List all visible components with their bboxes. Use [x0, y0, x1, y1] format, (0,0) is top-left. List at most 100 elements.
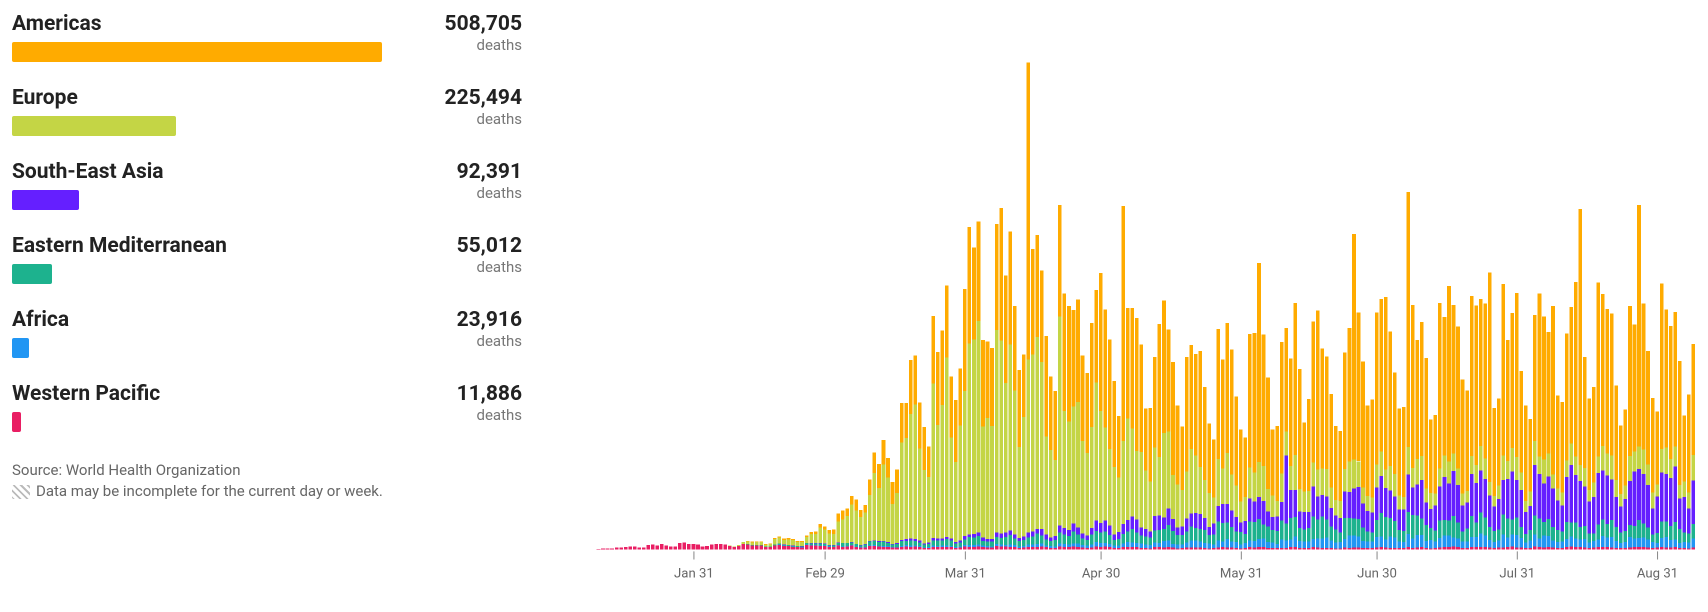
bar-segment	[845, 509, 849, 516]
bar-segment	[900, 546, 904, 547]
bar-segment	[864, 547, 868, 549]
bar-segment	[977, 547, 981, 550]
bar-segment	[909, 540, 913, 545]
bar-segment	[1619, 494, 1623, 506]
bar-segment	[1022, 417, 1026, 536]
bar-segment	[1135, 533, 1139, 543]
bar-segment	[1280, 539, 1284, 547]
bar-segment	[651, 545, 655, 550]
bar-segment	[1578, 547, 1582, 549]
bar-segment	[931, 540, 935, 545]
bar-segment	[886, 542, 890, 543]
bar-segment	[1488, 496, 1492, 527]
bar-segment	[1244, 543, 1248, 548]
bar-segment	[968, 547, 972, 549]
bar-segment	[841, 520, 845, 543]
bar-segment	[1298, 489, 1302, 512]
bar-segment	[1271, 542, 1275, 548]
bar-segment	[814, 532, 818, 534]
bar-segment	[882, 547, 886, 549]
bar-segment	[990, 426, 994, 539]
bar-segment	[1225, 323, 1229, 453]
bar-segment	[900, 442, 904, 539]
region-row-5[interactable]: Western Pacific11,886deaths	[12, 382, 522, 432]
bar-segment	[1474, 522, 1478, 537]
bar-segment	[1144, 548, 1148, 549]
bar-segment	[655, 545, 659, 549]
bar-segment	[800, 547, 804, 549]
bar-segment	[1524, 534, 1528, 542]
bar-segment	[1642, 547, 1646, 549]
bar-segment	[1628, 481, 1632, 525]
bar-segment	[1515, 480, 1519, 518]
bar-segment	[818, 546, 822, 547]
bar-segment	[1054, 460, 1058, 536]
region-name: Africa	[12, 308, 437, 332]
bar-segment	[1339, 431, 1343, 501]
bar-segment	[1384, 517, 1388, 539]
bar-segment	[1203, 543, 1207, 548]
bar-segment	[1682, 416, 1686, 482]
region-row-1[interactable]: Europe225,494deaths	[12, 86, 522, 136]
bar-segment	[760, 546, 764, 550]
x-axis-label: Jul 31	[1499, 567, 1535, 582]
bar-segment	[1266, 489, 1270, 512]
bar-segment	[850, 545, 854, 546]
bar-segment	[809, 545, 813, 549]
bar-segment	[1162, 517, 1166, 529]
bar-segment	[1176, 527, 1180, 535]
bar-segment	[1235, 397, 1239, 486]
bar-segment	[913, 355, 917, 404]
bar-segment	[1013, 547, 1017, 549]
bar-segment	[1366, 531, 1370, 541]
bar-segment	[868, 495, 872, 541]
region-unit: deaths	[457, 332, 522, 350]
bar-segment	[864, 544, 868, 546]
bar-segment	[950, 377, 954, 438]
bar-segment	[1366, 406, 1370, 497]
bar-segment	[610, 549, 614, 550]
region-row-0[interactable]: Americas508,705deaths	[12, 12, 522, 62]
bar-segment	[1664, 309, 1668, 447]
bar-segment	[827, 547, 831, 549]
bar-segment	[1610, 520, 1614, 537]
bar-segment	[986, 542, 990, 546]
bar-segment	[1235, 531, 1239, 542]
bar-segment	[1515, 457, 1519, 480]
bar-segment	[1393, 521, 1397, 537]
bar-segment	[855, 546, 859, 547]
bar-segment	[990, 348, 994, 426]
region-row-3[interactable]: Eastern Mediterranean55,012deaths	[12, 234, 522, 284]
bar-segment	[1587, 399, 1591, 490]
bar-segment	[1673, 447, 1677, 467]
bar-segment	[1691, 538, 1695, 547]
bar-segment	[1194, 541, 1198, 548]
bar-segment	[832, 529, 836, 533]
bar-segment	[904, 546, 908, 549]
bar-segment	[1022, 354, 1026, 417]
bar-segment	[886, 547, 890, 549]
bar-segment	[1307, 528, 1311, 541]
bar-segment	[1592, 387, 1596, 482]
bar-segment	[873, 546, 877, 549]
bar-segment	[1307, 548, 1311, 549]
bar-segment	[1063, 544, 1067, 547]
region-row-2[interactable]: South-East Asia92,391deaths	[12, 160, 522, 210]
region-row-4[interactable]: Africa23,916deaths	[12, 308, 522, 358]
bar-segment	[1511, 313, 1515, 448]
bar-segment	[904, 545, 908, 546]
bar-segment	[1542, 522, 1546, 535]
bar-segment	[1420, 547, 1424, 549]
bar-segment	[1556, 501, 1560, 530]
bar-segment	[1375, 537, 1379, 547]
bar-segment	[1361, 487, 1365, 503]
bar-segment	[778, 538, 782, 544]
bar-segment	[1343, 491, 1347, 518]
bar-segment	[1289, 466, 1293, 490]
bar-segment	[1325, 469, 1329, 497]
bar-segment	[1678, 548, 1682, 549]
bar-segment	[1443, 547, 1447, 550]
bar-segment	[1321, 495, 1325, 517]
bar-segment	[1203, 387, 1207, 480]
bar-segment	[1461, 541, 1465, 548]
